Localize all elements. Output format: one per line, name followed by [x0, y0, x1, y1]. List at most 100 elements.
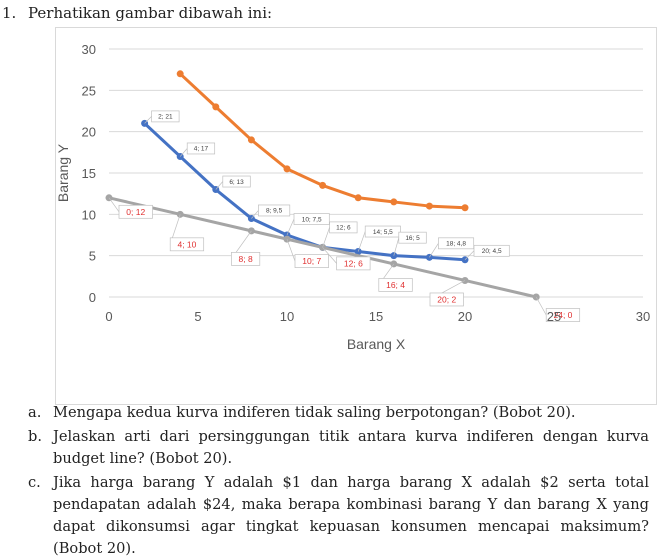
data-label-text: 0; 12 — [126, 207, 145, 217]
data-label-text: 16; 4 — [386, 280, 405, 290]
label-leader — [215, 181, 224, 190]
label-leader — [393, 237, 400, 256]
y-tick-label: 0 — [89, 290, 96, 305]
label-leader — [429, 243, 439, 258]
data-label-text: 10; 7,5 — [302, 216, 322, 223]
data-label: 16; 4 — [378, 263, 413, 292]
label-leader — [322, 247, 337, 264]
data-label-text: 6; 13 — [229, 179, 244, 186]
data-label: 16; 5 — [393, 231, 427, 256]
y-tick-label: 30 — [82, 42, 96, 57]
x-tick-label: 30 — [636, 309, 650, 324]
x-tick-label: 0 — [105, 309, 112, 324]
series-0-point — [176, 70, 184, 78]
data-label: 24; 0 — [535, 296, 581, 322]
data-label-text: 20; 4,5 — [482, 248, 502, 255]
label-box — [545, 308, 581, 322]
data-label-text: 12; 6 — [336, 225, 351, 232]
data-label: 0; 12 — [108, 197, 153, 219]
label-leader — [286, 239, 296, 262]
data-label: 2; 21 — [144, 110, 180, 124]
series-0-point — [461, 204, 469, 212]
data-label: 8; 9,5 — [251, 204, 291, 219]
x-tick-label: 5 — [194, 309, 201, 324]
label-box — [329, 221, 358, 234]
data-label-text: 4; 17 — [194, 146, 209, 153]
data-label: 4; 17 — [179, 142, 216, 157]
data-label: 4; 10 — [169, 214, 205, 252]
x-tick-label: 10 — [280, 309, 294, 324]
y-tick-label: 20 — [82, 125, 96, 140]
data-label: 14; 5,5 — [357, 225, 401, 252]
y-tick-label: 15 — [82, 166, 96, 181]
y-tick-label: 10 — [82, 207, 96, 222]
series-1-point — [390, 252, 398, 260]
label-leader — [144, 116, 152, 124]
label-leader — [179, 148, 188, 157]
x-tick-label: 25 — [547, 309, 561, 324]
subquestion-a-text: Mengapa kedua kurva indiferen tidak sali… — [53, 404, 576, 421]
y-axis-title: Barang Y — [56, 143, 71, 202]
label-box — [378, 278, 413, 292]
data-label-text: 10; 7 — [302, 256, 321, 266]
label-box — [473, 244, 510, 257]
label-box — [294, 254, 329, 268]
series-line-1 — [143, 122, 466, 262]
label-box — [222, 175, 251, 188]
label-box — [118, 204, 153, 219]
x-axis-title: Barang X — [347, 336, 406, 352]
series-0-point — [247, 136, 255, 144]
series-0-point — [425, 202, 433, 210]
label-box — [151, 110, 180, 123]
data-label: 20; 4,5 — [464, 244, 510, 261]
question-number: 1. — [2, 4, 17, 22]
data-label-text: 14; 5,5 — [373, 229, 393, 236]
series-line-2 — [108, 196, 537, 299]
data-label-text: 18; 4,8 — [446, 241, 466, 248]
label-box — [293, 213, 330, 225]
data-label-text: 12; 6 — [344, 258, 363, 268]
question-prompt: Perhatikan gambar dibawah ini: — [28, 4, 273, 22]
subquestion-c-letter: c. — [28, 474, 41, 491]
data-label: 8; 8 — [231, 230, 261, 266]
label-box — [231, 252, 261, 266]
y-tick-label: 5 — [89, 249, 96, 264]
data-label-text: 2; 21 — [158, 114, 173, 121]
label-leader — [251, 210, 259, 219]
label-box — [398, 231, 427, 244]
label-box — [336, 256, 371, 271]
label-leader — [464, 250, 475, 261]
x-tick-label: 15 — [369, 309, 383, 324]
series-0-point — [354, 194, 362, 202]
label-leader — [357, 231, 366, 252]
subquestion-b-letter: b. — [28, 428, 42, 445]
data-label-text: 20; 2 — [437, 294, 456, 304]
data-label-text: 8; 8 — [239, 254, 253, 264]
label-box — [429, 292, 464, 307]
data-label: 12; 6 — [322, 221, 358, 248]
data-label-text: 8; 9,5 — [266, 208, 283, 215]
data-label-text: 4; 10 — [177, 239, 196, 249]
series-0-point — [212, 103, 220, 111]
label-box — [364, 225, 401, 238]
series-0-point — [390, 198, 398, 206]
subquestion-c-text: Jika harga barang Y adalah $1 dan harga … — [53, 474, 649, 557]
data-label: 10; 7 — [286, 239, 329, 268]
data-label-text: 24; 0 — [553, 310, 572, 320]
series-0-point — [283, 165, 291, 173]
data-label-text: 16; 5 — [405, 235, 420, 242]
subquestion-b-text: Jelaskan arti dari persinggungan titik a… — [53, 428, 649, 467]
data-label: 10; 7,5 — [286, 213, 330, 236]
data-label: 12; 6 — [322, 247, 371, 271]
label-box — [186, 142, 216, 155]
y-tick-label: 25 — [82, 83, 96, 98]
label-leader — [535, 296, 547, 316]
indifference-chart: 2; 21 4; 17 6; 13 8; 9,5 10; 7,5 12; 6 14; 5,5… — [55, 42, 650, 352]
label-leader — [286, 218, 295, 236]
data-label: 6; 13 — [215, 175, 251, 190]
x-tick-label: 20 — [458, 309, 472, 324]
data-label: 18; 4,8 — [429, 237, 475, 258]
label-leader — [108, 197, 120, 213]
chart-frame: 2; 21 4; 17 6; 13 8; 9,5 10; 7,5 12; 6 14; 5,5… — [55, 27, 657, 405]
label-leader — [322, 227, 330, 248]
